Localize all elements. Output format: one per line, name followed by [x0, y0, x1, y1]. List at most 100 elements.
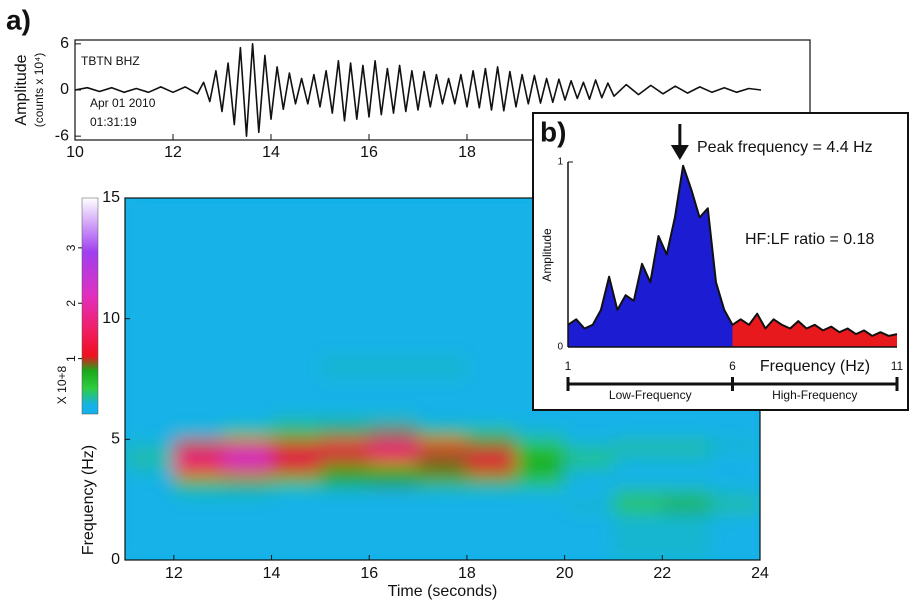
y-axis-label: Amplitude	[540, 228, 554, 282]
heatmap-cell	[271, 439, 321, 452]
heatmap-cell	[125, 487, 175, 501]
heatmap-cell	[320, 463, 370, 477]
heatmap-cell	[125, 198, 175, 356]
heatmap-cell	[613, 463, 663, 477]
heatmap-cell	[515, 511, 566, 560]
heatmap-cell	[418, 487, 468, 501]
heatmap-cell	[711, 511, 760, 560]
heatmap-cell	[418, 451, 468, 464]
heatmap-cell	[369, 439, 419, 452]
high-frequency-fill	[732, 313, 897, 347]
y-tick-label: -6	[55, 127, 69, 144]
heatmap-cell	[125, 379, 175, 416]
heatmap-cell	[466, 511, 517, 560]
heatmap-cell	[271, 198, 321, 356]
heatmap-cell	[662, 511, 712, 560]
heatmap-cell	[173, 499, 224, 513]
x-tick-label: 16	[360, 144, 378, 161]
heatmap-cell	[515, 487, 566, 501]
heatmap-cell	[125, 451, 175, 464]
y-axis-label: (counts x 10⁴)	[32, 53, 46, 128]
heatmap-cell	[418, 499, 468, 513]
heatmap-cell	[613, 451, 663, 464]
heatmap-cell	[418, 463, 468, 477]
heatmap-cell	[173, 379, 224, 416]
heatmap-cell	[369, 379, 419, 416]
x-tick-label: 20	[556, 565, 574, 582]
x-tick-label: 1	[565, 359, 572, 373]
heatmap-cell	[418, 379, 468, 416]
time-label: 01:31:19	[90, 115, 137, 129]
heatmap-cell	[515, 451, 566, 464]
heatmap-cell	[613, 439, 663, 452]
heatmap-cell	[369, 415, 419, 428]
heatmap-cell	[369, 198, 419, 356]
x-tick-label: 10	[66, 144, 84, 161]
colorbar-tick-label: 1	[64, 355, 78, 362]
colorbar-tick-label: 3	[64, 244, 78, 251]
heatmap-cell	[173, 463, 224, 477]
heatmap-cell	[515, 499, 566, 513]
heatmap-cell	[418, 427, 468, 440]
heatmap-cell	[173, 354, 224, 380]
heatmap-cell	[418, 415, 468, 428]
heatmap-cell	[271, 451, 321, 464]
heatmap-cell	[369, 451, 419, 464]
heatmap-cell	[418, 198, 468, 356]
y-tick-label: 1	[557, 157, 563, 168]
heatmap-cell	[320, 511, 370, 560]
heatmap-cell	[222, 354, 273, 380]
heatmap-cell	[711, 487, 760, 501]
heatmap-cell	[125, 463, 175, 477]
heatmap-cell	[564, 463, 614, 477]
heatmap-cell	[173, 451, 224, 464]
heatmap-cell	[613, 499, 663, 513]
heatmap-cell	[564, 439, 614, 452]
heatmap-cell	[564, 499, 614, 513]
heatmap-cell	[466, 415, 517, 428]
x-tick-label: 12	[164, 144, 182, 161]
heatmap-cell	[271, 487, 321, 501]
heatmap-cell	[369, 427, 419, 440]
x-axis-label: Frequency (Hz)	[760, 358, 870, 375]
heatmap-cell	[271, 499, 321, 513]
y-tick-label: 6	[60, 35, 69, 52]
heatmap-cell	[466, 198, 517, 356]
heatmap-cell	[222, 427, 273, 440]
waveform	[74, 43, 762, 137]
y-tick-label: 5	[111, 431, 120, 448]
heatmap-cell	[125, 354, 175, 380]
y-tick-label: 0	[111, 551, 120, 568]
heatmap-cell	[271, 427, 321, 440]
heatmap-cell	[125, 427, 175, 440]
heatmap-cell	[515, 475, 566, 489]
heatmap-cell	[515, 463, 566, 477]
x-axis-label: Time (seconds)	[388, 583, 498, 600]
heatmap-cell	[173, 487, 224, 501]
ratio-annotation: HF:LF ratio = 0.18	[745, 231, 874, 248]
x-tick-label: 6	[729, 359, 736, 373]
heatmap-cell	[271, 379, 321, 416]
heatmap-cell	[369, 511, 419, 560]
station-label: TBTN BHZ	[81, 54, 140, 68]
heatmap-cell	[271, 511, 321, 560]
heatmap-cell	[711, 439, 760, 452]
date-label: Apr 01 2010	[90, 96, 156, 110]
heatmap-cell	[466, 463, 517, 477]
heatmap-cell	[125, 439, 175, 452]
heatmap-cell	[271, 475, 321, 489]
heatmap-cell	[125, 415, 175, 428]
heatmap-cell	[222, 487, 273, 501]
heatmap-cell	[320, 499, 370, 513]
heatmap-cell	[564, 487, 614, 501]
x-tick-label: 16	[360, 565, 378, 582]
heatmap-cell	[320, 487, 370, 501]
heatmap-cell	[173, 415, 224, 428]
heatmap-cell	[271, 354, 321, 380]
heatmap-cell	[173, 511, 224, 560]
heatmap-cell	[613, 427, 663, 440]
heatmap-cell	[564, 415, 614, 428]
y-tick-label: 0	[557, 342, 563, 353]
